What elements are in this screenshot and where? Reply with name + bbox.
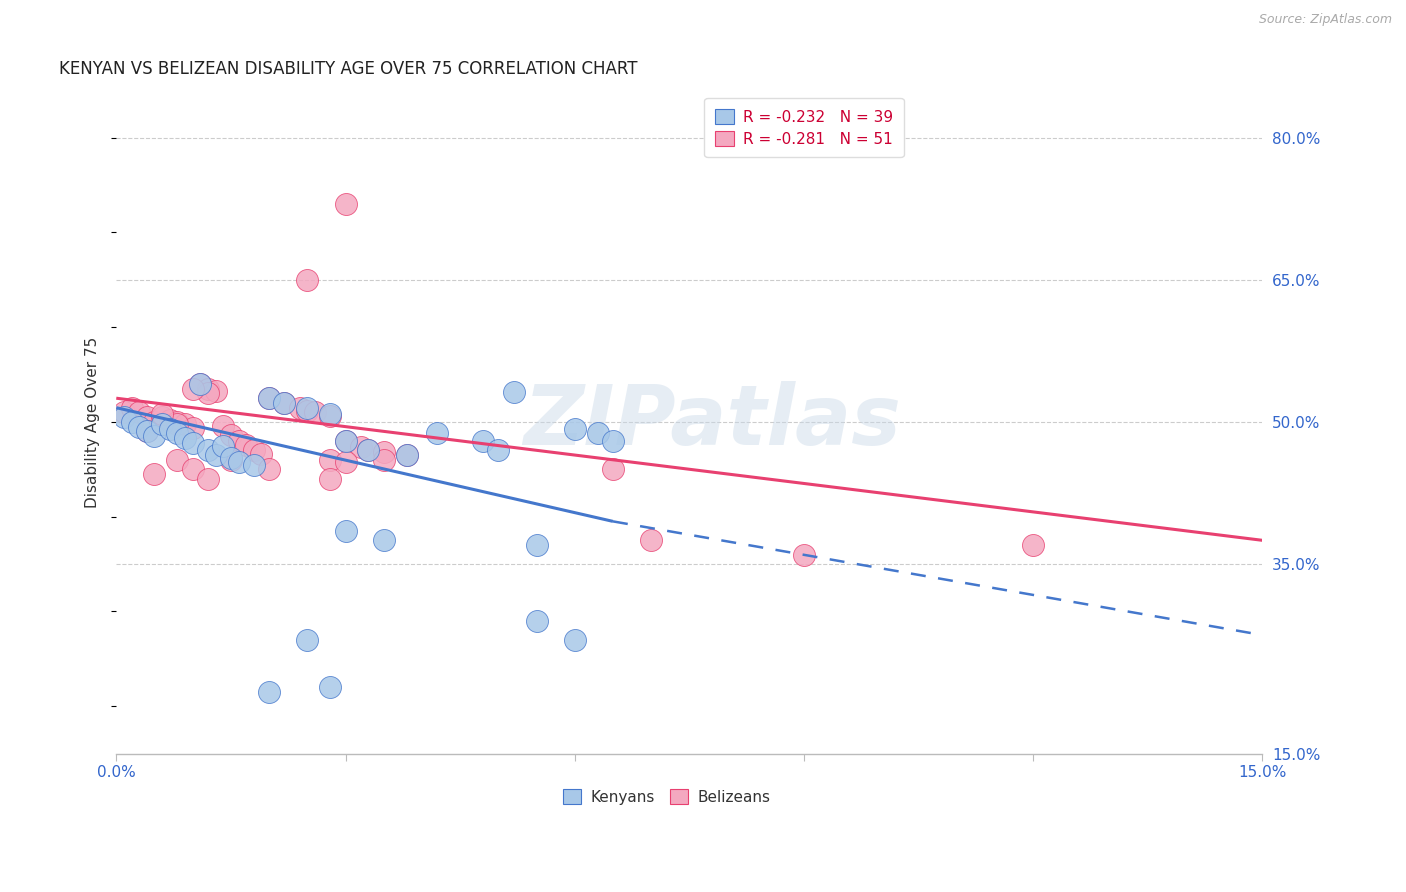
Point bbox=[166, 417, 188, 431]
Point bbox=[219, 452, 242, 467]
Y-axis label: Disability Age Over 75: Disability Age Over 75 bbox=[86, 336, 100, 508]
Point bbox=[174, 431, 197, 445]
Point bbox=[235, 437, 257, 451]
Point bbox=[395, 448, 418, 462]
Point bbox=[793, 548, 815, 562]
Point bbox=[373, 533, 395, 548]
Point bbox=[150, 407, 173, 421]
Point bbox=[1022, 538, 1045, 552]
Point bbox=[121, 401, 143, 415]
Point bbox=[197, 472, 219, 486]
Point bbox=[335, 197, 357, 211]
Point bbox=[526, 538, 548, 552]
Point bbox=[181, 462, 204, 476]
Point bbox=[319, 472, 342, 486]
Point bbox=[502, 384, 524, 399]
Point bbox=[219, 428, 242, 442]
Point bbox=[297, 273, 319, 287]
Point bbox=[526, 614, 548, 628]
Point bbox=[112, 405, 135, 419]
Point bbox=[257, 685, 280, 699]
Point bbox=[602, 462, 624, 476]
Point bbox=[143, 415, 166, 429]
Point bbox=[181, 420, 204, 434]
Point bbox=[319, 680, 342, 694]
Point bbox=[357, 443, 380, 458]
Point bbox=[204, 448, 226, 462]
Point bbox=[135, 425, 157, 439]
Point bbox=[197, 386, 219, 401]
Point bbox=[204, 384, 226, 398]
Point bbox=[135, 425, 157, 439]
Point bbox=[159, 413, 181, 427]
Point bbox=[288, 401, 311, 415]
Point bbox=[602, 434, 624, 448]
Point bbox=[395, 448, 418, 462]
Point bbox=[373, 445, 395, 459]
Point bbox=[297, 403, 319, 417]
Point bbox=[128, 419, 150, 434]
Point bbox=[228, 434, 250, 448]
Point bbox=[112, 410, 135, 425]
Point bbox=[357, 443, 380, 458]
Point bbox=[297, 632, 319, 647]
Point bbox=[166, 426, 188, 441]
Point bbox=[197, 443, 219, 458]
Point bbox=[319, 452, 342, 467]
Text: KENYAN VS BELIZEAN DISABILITY AGE OVER 75 CORRELATION CHART: KENYAN VS BELIZEAN DISABILITY AGE OVER 7… bbox=[59, 60, 637, 78]
Point bbox=[166, 452, 188, 467]
Point bbox=[350, 440, 373, 454]
Point bbox=[243, 443, 266, 458]
Point bbox=[257, 462, 280, 476]
Text: Source: ZipAtlas.com: Source: ZipAtlas.com bbox=[1258, 13, 1392, 27]
Point bbox=[143, 467, 166, 481]
Point bbox=[188, 376, 211, 391]
Point bbox=[243, 458, 266, 472]
Point bbox=[166, 415, 188, 429]
Point bbox=[297, 401, 319, 415]
Point bbox=[426, 426, 449, 441]
Point bbox=[335, 434, 357, 448]
Point bbox=[121, 415, 143, 429]
Point bbox=[143, 429, 166, 443]
Point bbox=[335, 455, 357, 469]
Point bbox=[150, 410, 173, 425]
Point bbox=[128, 405, 150, 419]
Point bbox=[472, 434, 495, 448]
Point bbox=[228, 455, 250, 469]
Point bbox=[273, 396, 295, 410]
Point bbox=[250, 447, 273, 461]
Point bbox=[304, 405, 326, 419]
Point bbox=[174, 417, 197, 431]
Text: ZIPatlas: ZIPatlas bbox=[523, 382, 901, 462]
Point bbox=[159, 422, 181, 436]
Point bbox=[257, 391, 280, 405]
Point bbox=[135, 410, 157, 425]
Point bbox=[486, 443, 509, 458]
Point bbox=[564, 422, 586, 436]
Point bbox=[219, 450, 242, 465]
Point bbox=[212, 439, 235, 453]
Point bbox=[564, 632, 586, 647]
Point bbox=[181, 382, 204, 396]
Point bbox=[181, 435, 204, 450]
Point bbox=[586, 426, 609, 441]
Point bbox=[212, 418, 235, 433]
Point bbox=[150, 417, 173, 431]
Point bbox=[373, 452, 395, 467]
Point bbox=[335, 524, 357, 538]
Point bbox=[319, 409, 342, 424]
Point bbox=[335, 434, 357, 448]
Point bbox=[640, 533, 662, 548]
Point bbox=[197, 382, 219, 396]
Point bbox=[273, 396, 295, 410]
Point bbox=[188, 376, 211, 391]
Legend: Kenyans, Belizeans: Kenyans, Belizeans bbox=[555, 780, 778, 813]
Point bbox=[257, 391, 280, 405]
Point bbox=[319, 407, 342, 421]
